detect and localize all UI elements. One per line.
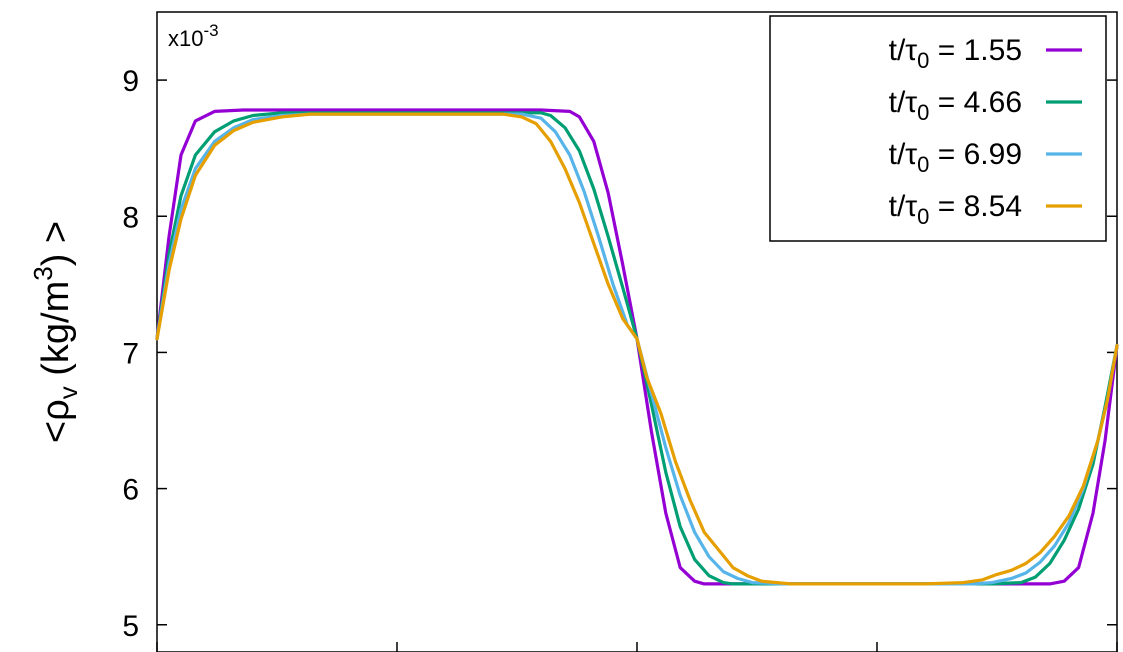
series-line-2 [155, 112, 1119, 586]
y-tick-label: 5 [122, 610, 139, 643]
series-line-1 [155, 111, 1119, 586]
y-tick-label: 7 [122, 337, 139, 370]
y-axis-title: <ρv (kg/m3) > [28, 221, 83, 443]
axis-ticks: 5 6 7 8 9 [122, 65, 1118, 652]
legend-label-1: t/τ0 = 4.66 [889, 86, 1022, 125]
legend-box [769, 15, 1107, 242]
series-line-3 [155, 112, 1119, 586]
legend-entries: t/τ0 = 1.55 t/τ0 = 4.66 t/τ0 = 6.99 t/τ0 = … [889, 34, 1082, 229]
y-tick-label: 9 [122, 65, 139, 98]
y-tick-label: 8 [122, 201, 139, 234]
legend-label-2: t/τ0 = 6.99 [889, 138, 1022, 177]
y-tick-label: 6 [122, 474, 139, 507]
series-layer [155, 108, 1119, 586]
legend: t/τ0 = 1.55 t/τ0 = 4.66 t/τ0 = 6.99 t/τ0 = … [769, 15, 1107, 242]
legend-label-0: t/τ0 = 1.55 [889, 34, 1022, 73]
y-multiplier: x10-3 [168, 21, 219, 51]
legend-label-3: t/τ0 = 8.54 [889, 190, 1022, 229]
